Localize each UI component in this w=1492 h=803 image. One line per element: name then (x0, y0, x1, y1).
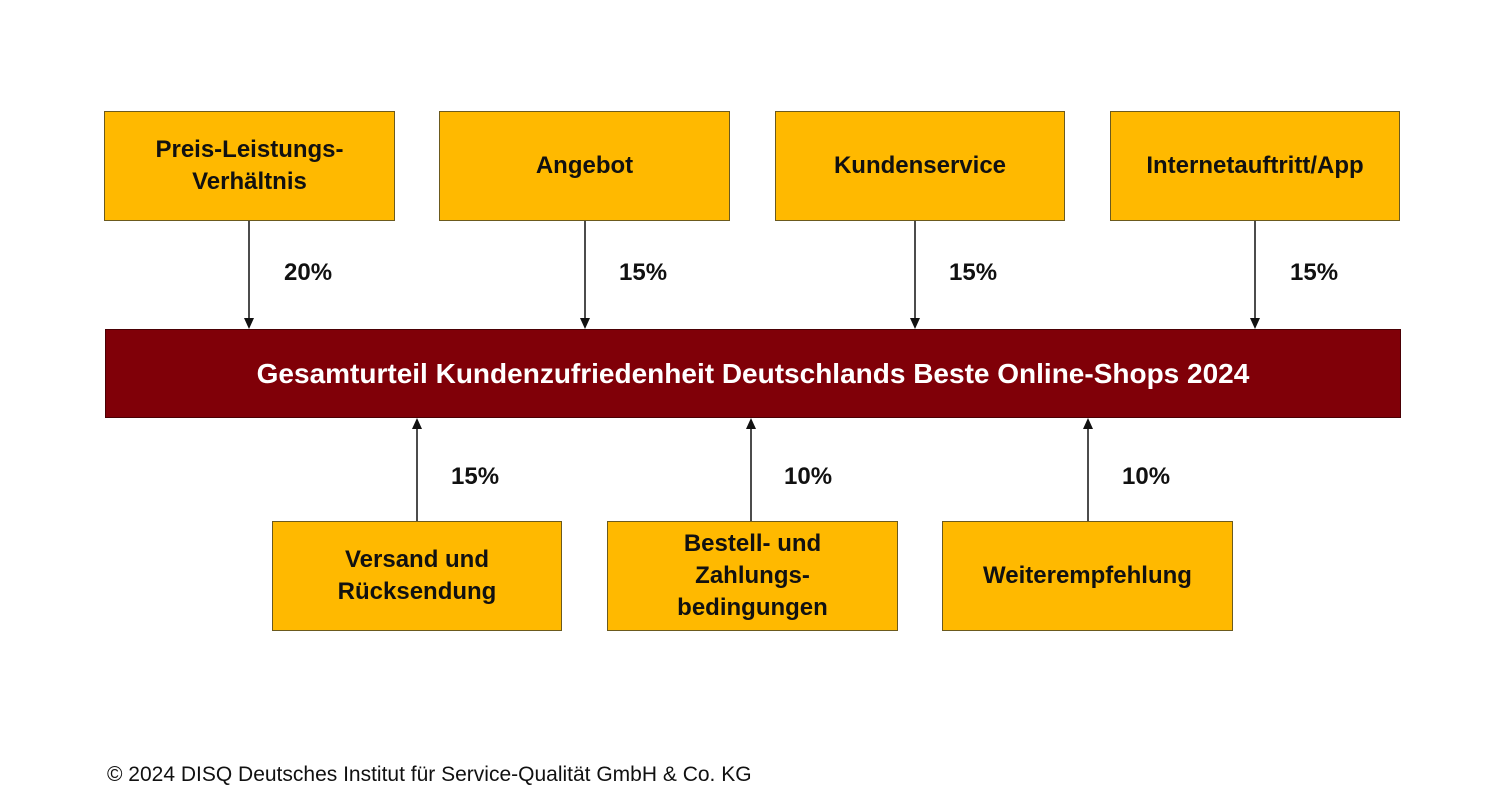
factor-box-weiterempfehlung: Weiterempfehlung (942, 521, 1233, 631)
arrow-up-1 (412, 418, 422, 521)
arrow-down-1 (244, 220, 254, 329)
factor-label-line: Preis-Leistungs- (155, 136, 344, 163)
factor-label-line: Angebot (535, 152, 634, 179)
arrow-down-3 (910, 220, 920, 329)
weight-label-angebot: 15% (619, 259, 668, 286)
arrow-down-2 (580, 220, 590, 329)
arrow-down-4 (1250, 220, 1260, 329)
weight-label-preis-leistung: 20% (284, 259, 333, 286)
factor-box-angebot: Angebot (439, 111, 730, 221)
factor-label-line: Bestell- und (683, 530, 822, 557)
weight-label-bestellung: 10% (784, 463, 833, 490)
central-title: Gesamturteil Kundenzufriedenheit Deutsch… (256, 357, 1250, 389)
factor-label-line: Verhältnis (192, 168, 307, 195)
factor-label-line: Versand und (344, 546, 490, 573)
factor-box-versand: Versand und Rücksendung (272, 521, 562, 631)
factor-label-line: Rücksendung (337, 578, 497, 605)
factor-label-line: Zahlungs- (695, 562, 810, 589)
weight-label-versand: 15% (451, 463, 500, 490)
arrow-up-2 (746, 418, 756, 521)
copyright-footer: © 2024 DISQ Deutsches Institut für Servi… (107, 763, 752, 786)
central-box-gesamturteil: Gesamturteil Kundenzufriedenheit Deutsch… (105, 329, 1401, 418)
factor-box-internetauftritt: Internetauftritt/App (1110, 111, 1400, 221)
factor-label-line: bedingungen (677, 594, 828, 621)
factor-label-line: Weiterempfehlung (983, 562, 1192, 589)
factor-label-line: Kundenservice (833, 152, 1007, 179)
weight-label-weiterempfehlung: 10% (1122, 463, 1171, 490)
factor-box-kundenservice: Kundenservice (775, 111, 1065, 221)
arrow-up-3 (1083, 418, 1093, 521)
weight-label-internetauftritt: 15% (1290, 259, 1339, 286)
weight-label-kundenservice: 15% (949, 259, 998, 286)
factor-box-preis-leistung: Preis-Leistungs- Verhältnis (104, 111, 395, 221)
factor-label-line: Internetauftritt/App (1146, 152, 1364, 179)
factor-box-bestellung: Bestell- und Zahlungs- bedingungen (607, 521, 898, 631)
